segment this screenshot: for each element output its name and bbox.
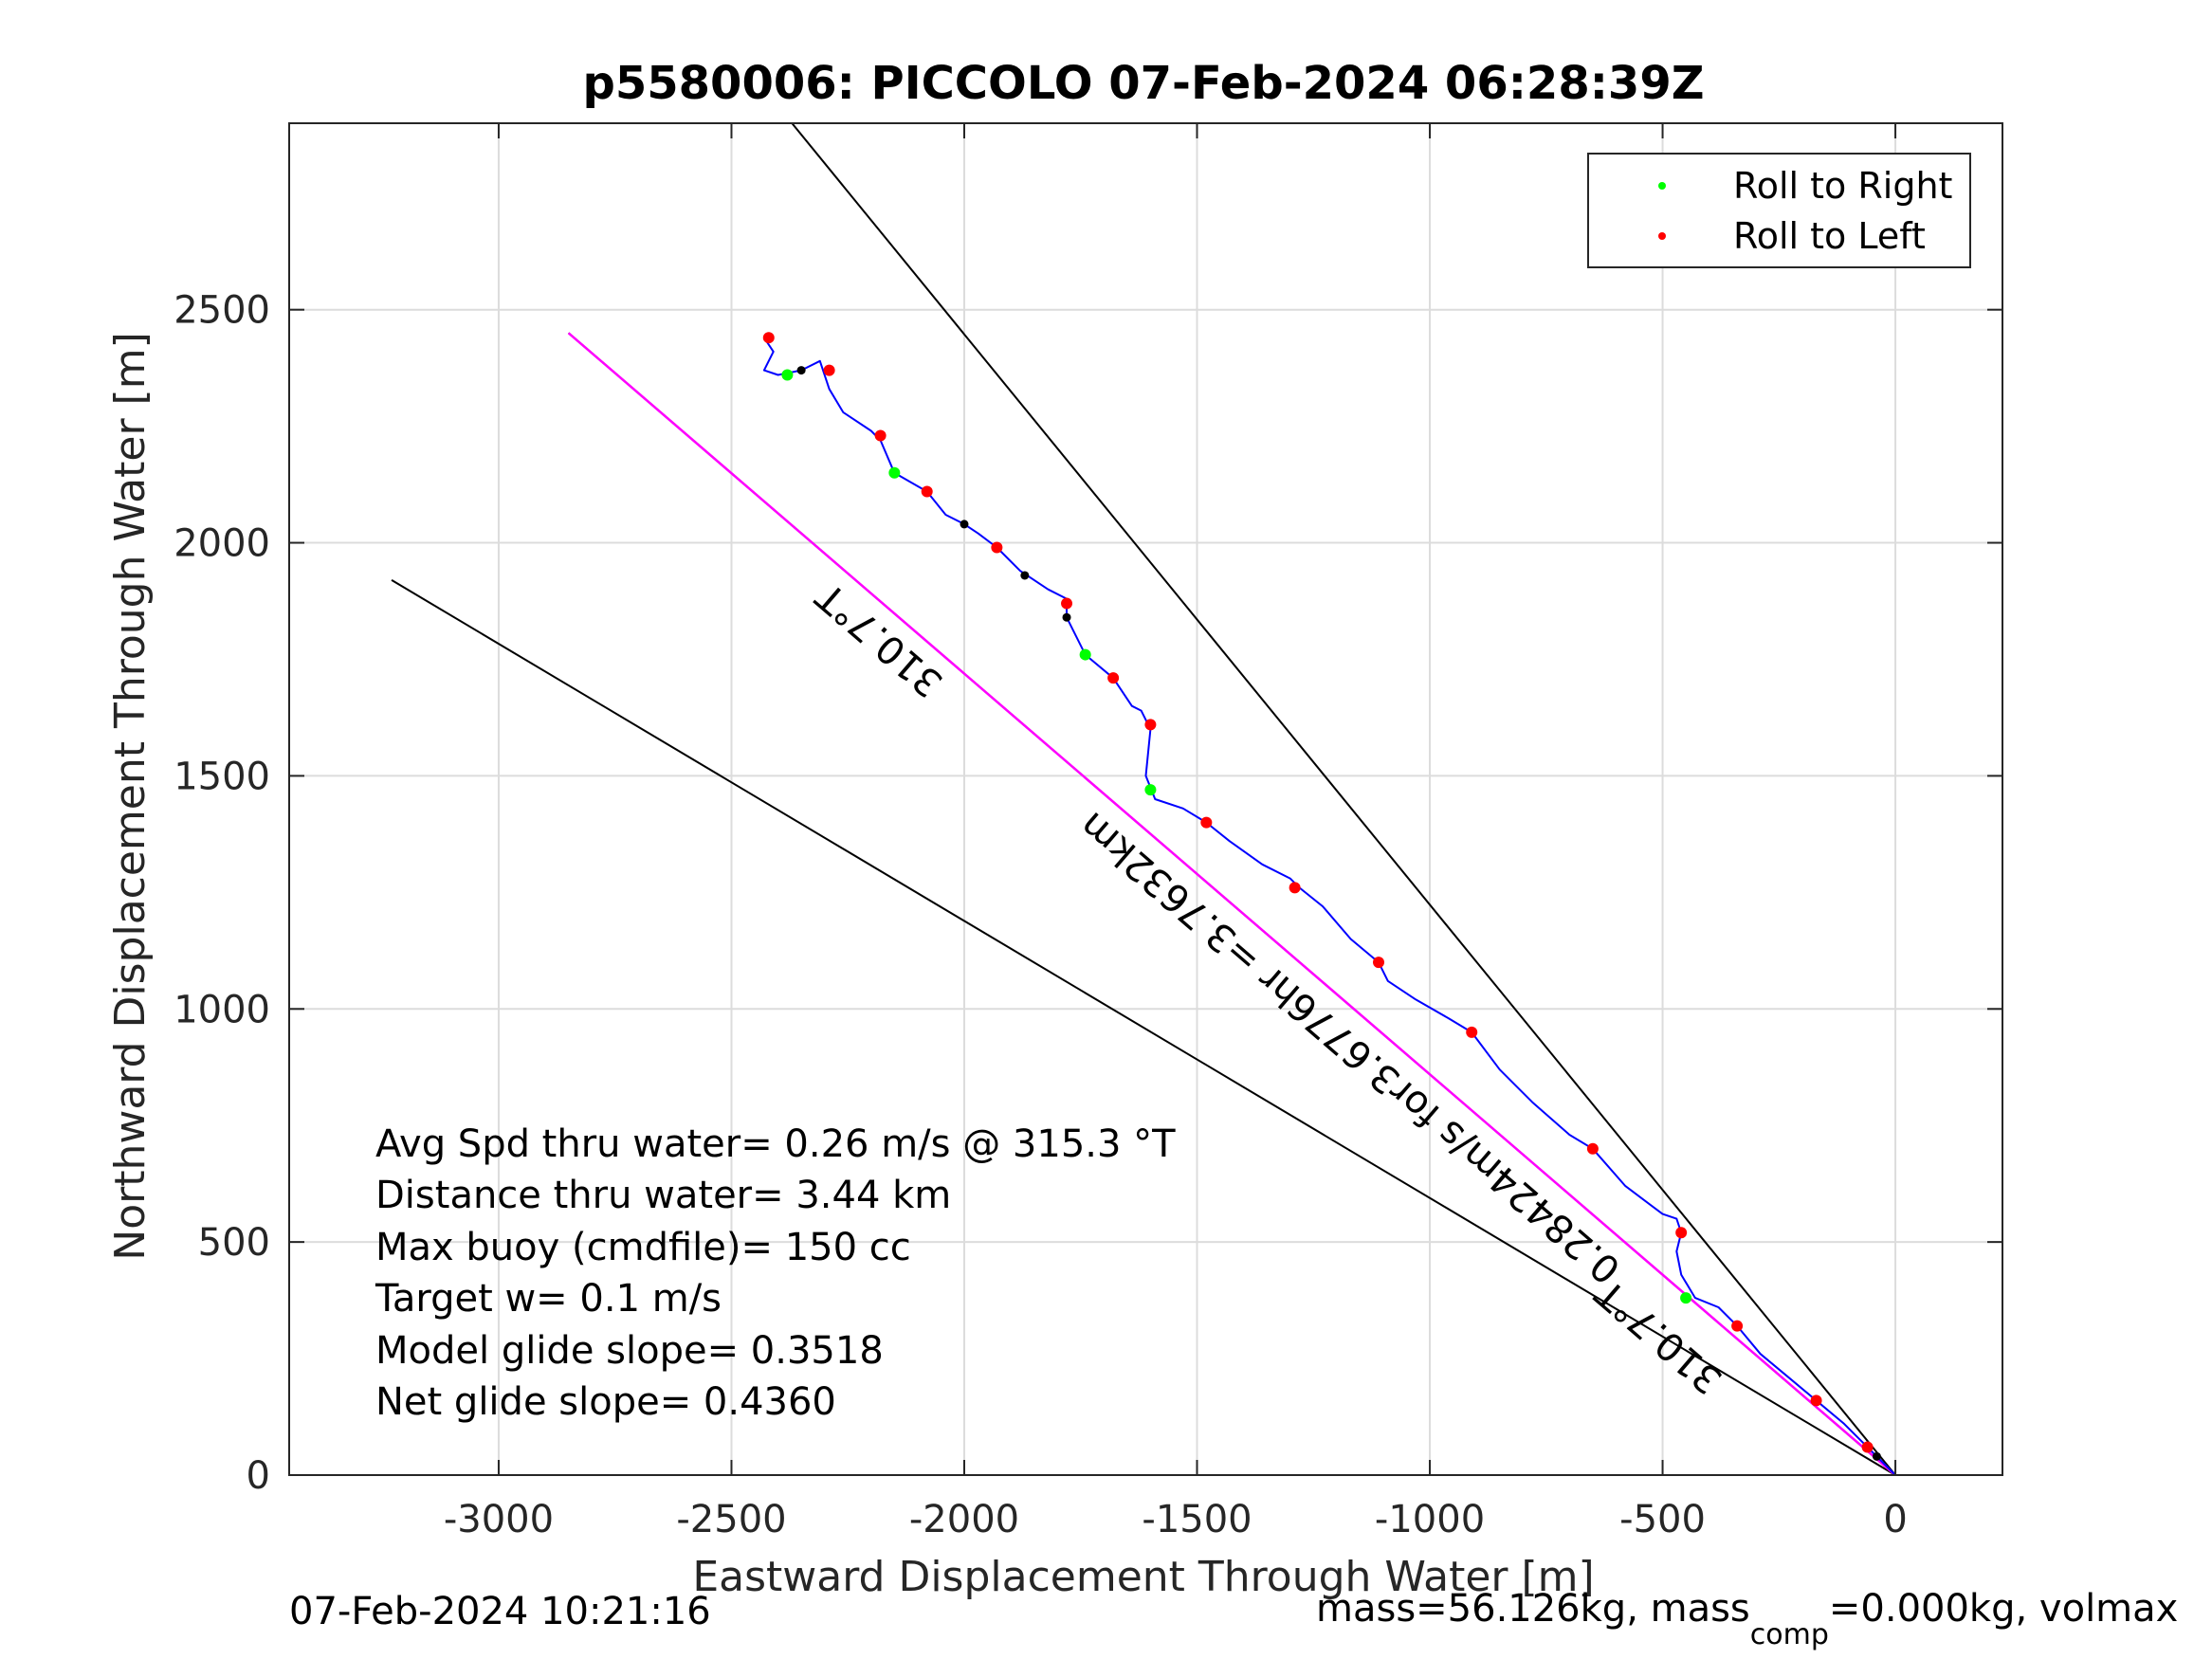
roll-left-point	[1861, 1441, 1874, 1453]
annotation-max-buoy: Max buoy (cmdfile)= 150 cc	[375, 1226, 911, 1269]
x-tick-label: -1500	[1142, 1498, 1252, 1541]
footer-mass-b: =0.000kg, volmax	[1829, 1587, 2178, 1631]
legend-label-right: Roll to Right	[1733, 165, 1952, 207]
plot-frame	[288, 122, 2003, 1476]
legend: Roll to Right Roll to Left	[1587, 153, 1971, 268]
legend-marker-right	[1658, 182, 1666, 190]
x-tick-label: -3000	[444, 1498, 554, 1541]
annotation-avg-speed: Avg Spd thru water= 0.26 m/s @ 315.3 °T	[375, 1122, 1176, 1166]
grid-lines	[289, 123, 2002, 1476]
roll-left-point	[921, 485, 933, 498]
roll-left-point	[1731, 1320, 1744, 1332]
footer-mass: mass=56.126kg, masscomp=0.000kg, volmax	[1316, 1587, 2178, 1651]
x-tick-label: -2500	[676, 1498, 786, 1541]
y-tick-label: 2500	[174, 289, 270, 333]
legend-label-left: Roll to Left	[1733, 215, 1926, 257]
roll-left-point	[1373, 957, 1385, 969]
roll-left-point	[1466, 1026, 1478, 1038]
center-marker	[1872, 1451, 1881, 1461]
footer-mass-a: mass=56.126kg, mass	[1316, 1587, 1750, 1631]
reference-lines	[391, 122, 1896, 1476]
y-tick-label: 0	[247, 1454, 270, 1498]
roll-right-point	[1079, 648, 1091, 661]
y-tick-label: 1500	[174, 755, 270, 798]
legend-box	[1587, 153, 1971, 268]
roll-right-point	[781, 369, 794, 381]
annotation-target-w: Target w= 0.1 m/s	[375, 1277, 722, 1321]
x-tick-label: -1000	[1375, 1498, 1485, 1541]
reference-line	[791, 122, 1896, 1476]
roll-left-point	[1144, 719, 1157, 731]
x-tick-label: -500	[1619, 1498, 1706, 1541]
roll-right-point	[1680, 1292, 1692, 1304]
center-marker	[796, 366, 806, 375]
roll-right-point	[1144, 784, 1157, 796]
roll-left-point	[1289, 882, 1301, 894]
roll-right-point	[888, 466, 901, 479]
roll-left-point	[1586, 1142, 1599, 1155]
roll-left-point	[823, 364, 835, 376]
roll-left-point	[874, 429, 887, 442]
x-tick-label: 0	[1883, 1498, 1907, 1541]
heading-label-lower: 310.7°T	[1587, 1270, 1730, 1402]
chart-title: p5580006: PICCOLO 07-Feb-2024 06:28:39Z	[582, 57, 1704, 110]
center-marker	[1062, 612, 1071, 622]
track-line	[762, 337, 1896, 1476]
reference-line	[567, 332, 1896, 1476]
roll-left-point	[1810, 1395, 1822, 1407]
reference-line	[391, 579, 1896, 1476]
y-tick-label: 2000	[174, 522, 270, 566]
center-marker	[960, 520, 969, 529]
footer-mass-sub: comp	[1750, 1618, 1829, 1651]
y-axis-label: Northward Displacement Through Water [m]	[106, 332, 155, 1260]
annotation-net-glide: Net glide slope= 0.4360	[375, 1380, 836, 1424]
track-series	[762, 337, 1896, 1476]
x-tick-label: -2000	[909, 1498, 1019, 1541]
footer-timestamp: 07-Feb-2024 10:21:16	[289, 1590, 711, 1633]
roll-points	[762, 332, 1881, 1461]
roll-left-point	[991, 541, 1003, 554]
roll-left-point	[1200, 816, 1213, 829]
stats-annotations: Avg Spd thru water= 0.26 m/s @ 315.3 °T …	[375, 1122, 1176, 1424]
legend-marker-left	[1658, 232, 1666, 240]
axis-ticks: -3000 -2500 -2000 -1500 -1000 -500 0 0 500 1000 15…	[174, 123, 2002, 1541]
roll-left-point	[1061, 597, 1073, 610]
annotation-model-glide: Model glide slope= 0.3518	[375, 1329, 884, 1373]
roll-left-point	[1675, 1227, 1688, 1239]
roll-left-point	[762, 332, 775, 344]
roll-left-point	[1107, 672, 1120, 684]
x-axis-label: Eastward Displacement Through Water [m]	[692, 1553, 1594, 1601]
y-tick-label: 500	[198, 1221, 270, 1265]
annotation-distance: Distance thru water= 3.44 km	[375, 1174, 951, 1217]
y-tick-label: 1000	[174, 988, 270, 1031]
center-marker	[1020, 571, 1030, 580]
heading-label-upper: 310.7°T	[808, 574, 951, 705]
